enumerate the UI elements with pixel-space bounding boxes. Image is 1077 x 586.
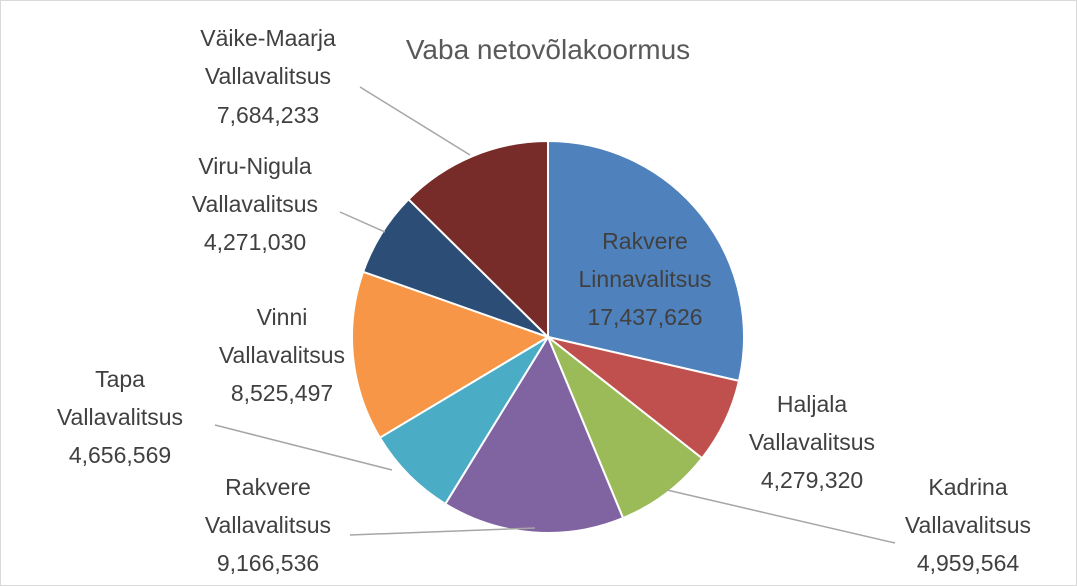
value-label: 8,525,497: [230, 380, 334, 406]
chart-title: Vaba netovõlakoormus: [405, 34, 691, 65]
pie-slice: [547, 139, 745, 383]
pie-slice: [443, 334, 625, 534]
leader-line: [666, 489, 896, 544]
category-label: Tapa Vallavalitsus: [56, 366, 184, 430]
pie-slice: [378, 336, 549, 506]
pie-slice: [545, 333, 704, 520]
value-label: 4,279,320: [760, 467, 864, 493]
category-label: Vinni Vallavalitsus: [218, 304, 346, 368]
leader-line: [359, 86, 471, 156]
category-label: Viru-Nigula Vallavalitsus: [191, 153, 319, 217]
value-label: 17,437,626: [587, 304, 703, 330]
pie-slice: [407, 139, 549, 340]
category-label: Rakvere Linnavalitsus: [578, 228, 712, 292]
value-label: 4,271,030: [203, 229, 307, 255]
leader-line: [339, 211, 386, 233]
value-label: 4,656,569: [68, 442, 172, 468]
category-label: Rakvere Vallavalitsus: [204, 474, 332, 538]
value-label: 9,166,536: [216, 550, 320, 576]
category-label: Haljala Vallavalitsus: [748, 391, 876, 455]
category-label: Kadrina Vallavalitsus: [904, 474, 1032, 538]
pie-slice: [351, 270, 551, 440]
leader-line: [349, 527, 536, 536]
category-label: Väike-Maarja Vallavalitsus: [200, 25, 336, 89]
value-label: 7,684,233: [216, 102, 320, 128]
leader-line: [214, 424, 393, 471]
value-label: 4,959,564: [916, 550, 1020, 576]
